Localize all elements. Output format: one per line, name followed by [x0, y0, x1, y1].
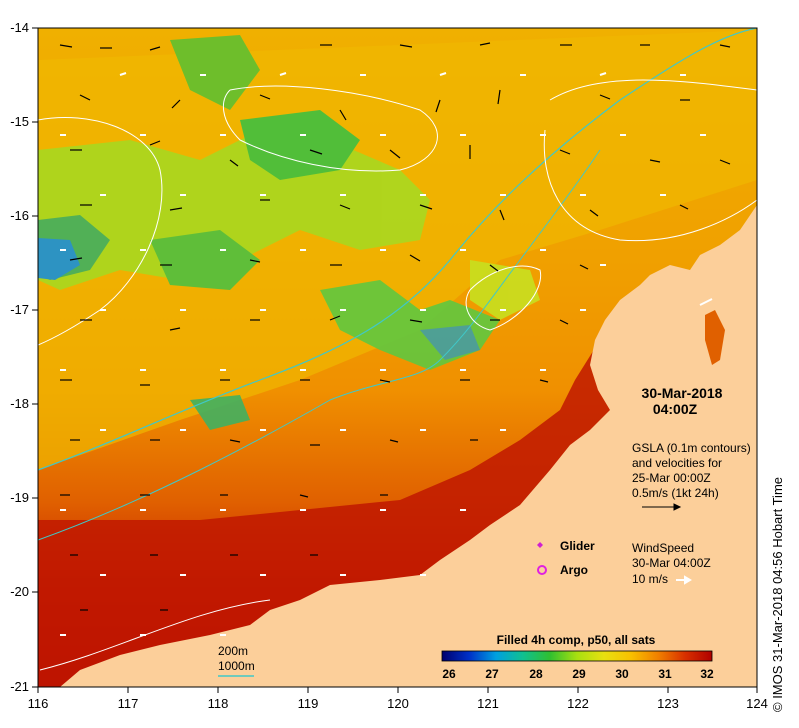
bathy-200m-label: 200m: [218, 644, 248, 658]
argo-label: Argo: [560, 563, 588, 577]
colorbar-tick: 30: [615, 667, 629, 681]
gsla-line-1: GSLA (0.1m contours): [632, 441, 751, 455]
bathy-1000m-label: 1000m: [218, 659, 255, 673]
gsla-line-4: 0.5m/s (1kt 24h): [632, 486, 719, 500]
x-tick-label: 119: [298, 696, 319, 711]
colorbar-tick: 29: [572, 667, 586, 681]
y-tick-label: -17: [10, 302, 29, 317]
wind-line-1: WindSpeed: [632, 541, 694, 555]
gsla-scale-arrow-icon: [642, 503, 682, 511]
colorbar-tick: 28: [529, 667, 543, 681]
colorbar-tick: 26: [442, 667, 456, 681]
bathymetry-1000m: [38, 28, 757, 471]
x-tick-label: 124: [746, 696, 768, 711]
imos-credit: © IMOS 31-Mar-2018 04:56 Hobart Time: [770, 476, 785, 712]
map-time: 04:00Z: [653, 401, 698, 417]
colorbar-tick: 31: [658, 667, 672, 681]
land-mass: [60, 205, 757, 687]
gsla-contours: [38, 79, 757, 671]
colorbar-tick: 27: [485, 667, 499, 681]
y-tick-label: -14: [10, 20, 29, 35]
glider-label: Glider: [560, 539, 595, 553]
glider-marker-icon: [537, 542, 543, 548]
argo-marker-icon: [537, 565, 547, 575]
wind-arrows: [60, 72, 713, 636]
x-tick-label: 121: [477, 696, 499, 711]
warm-band: [38, 30, 757, 470]
x-tick-label: 123: [657, 696, 679, 711]
x-tick-label: 122: [567, 696, 589, 711]
y-tick-label: -16: [10, 208, 29, 223]
y-tick-label: -19: [10, 490, 29, 505]
x-tick-label: 117: [118, 696, 139, 711]
y-tick-label: -15: [10, 114, 29, 129]
colorbar: [441, 650, 713, 662]
bathymetry-200m: [38, 149, 601, 541]
x-tick-label: 118: [208, 696, 229, 711]
wind-line-3: 10 m/s: [632, 572, 668, 586]
island: [705, 310, 725, 365]
y-tick-label: -18: [10, 396, 29, 411]
colorbar-title: Filled 4h comp, p50, all sats: [497, 633, 656, 647]
gsla-line-3: 25-Mar 00:00Z: [632, 471, 711, 485]
velocity-arrows: [59, 42, 731, 611]
cool-patches: [38, 35, 540, 430]
wind-scale-arrow-icon: [676, 575, 692, 585]
x-axis: [37, 687, 758, 693]
x-tick-label: 120: [387, 696, 409, 711]
gsla-line-2: and velocities for: [632, 456, 722, 470]
x-tick-label: 116: [28, 696, 49, 711]
y-axis: [32, 27, 38, 688]
wind-line-2: 30-Mar 04:00Z: [632, 556, 711, 570]
y-tick-label: -20: [10, 584, 29, 599]
y-tick-label: -21: [10, 679, 29, 694]
map-date: 30-Mar-2018: [642, 385, 723, 401]
colorbar-tick: 32: [700, 667, 714, 681]
